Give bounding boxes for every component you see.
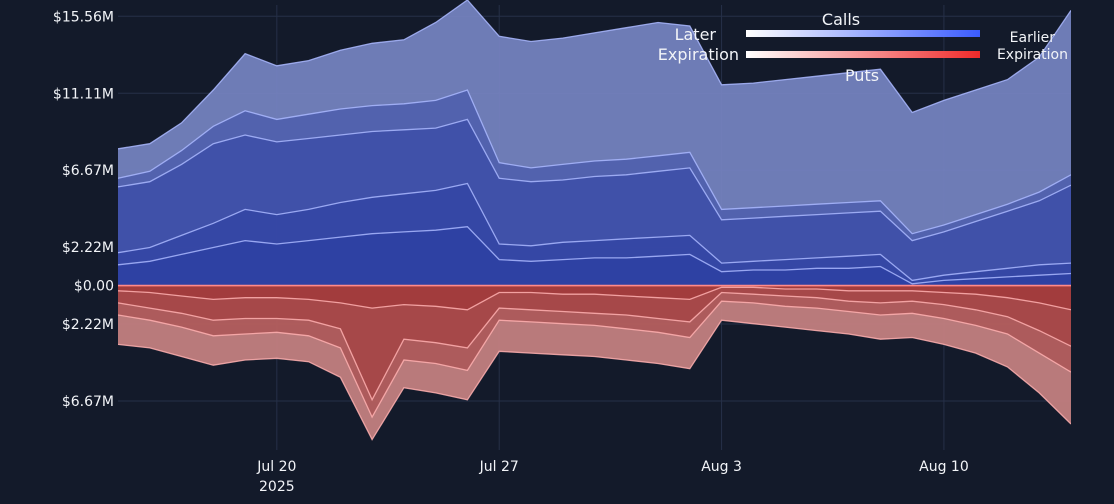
y-tick-label: $15.56M — [53, 9, 114, 25]
calls-line-3 — [118, 182, 1071, 282]
y-tick-label: $0.00 — [74, 279, 114, 295]
calls-area-2 — [118, 119, 1071, 286]
calls-area-4 — [118, 226, 1071, 286]
puts-area-2 — [118, 285, 1071, 400]
area-series — [118, 0, 1071, 440]
calls-line-0 — [118, 0, 1071, 150]
legend-right-bottom: Expiration — [997, 47, 1068, 63]
x-tick-label: Aug 3 — [701, 459, 742, 475]
y-tick-label: $6.67M — [62, 394, 114, 410]
puts-line-3 — [118, 286, 1071, 311]
y-tick-label: $2.22M — [62, 317, 114, 333]
legend-right-top: Earlier — [1010, 30, 1056, 46]
legend-left-top: Later — [675, 25, 717, 44]
legend-calls-label: Calls — [822, 10, 860, 29]
legend: Calls Later Expiration Earlier Expiratio… — [658, 10, 1068, 85]
y-tick-label: $2.22M — [62, 240, 114, 256]
legend-calls-gradient — [746, 30, 980, 37]
x-tick-label: Jul 27 — [479, 459, 519, 475]
x-tick-label: Aug 10 — [919, 459, 969, 475]
calls-area-3 — [118, 183, 1071, 286]
legend-puts-label: Puts — [845, 66, 879, 85]
calls-line-2 — [118, 118, 1071, 242]
y-tick-label: $6.67M — [62, 163, 114, 179]
x-tick-label: Jul 20 — [256, 459, 296, 475]
x-axis-ticks: Jul 20 2025 Jul 27 Aug 3 Aug 10 — [256, 459, 968, 495]
puts-area-0 — [118, 285, 1071, 440]
legend-left-bottom: Expiration — [658, 45, 739, 64]
calls-line-1 — [118, 89, 1071, 235]
legend-puts-gradient — [746, 51, 980, 58]
puts-area-1 — [118, 285, 1071, 418]
calls-line-4 — [118, 226, 1071, 285]
y-tick-label: $11.11M — [53, 86, 114, 102]
puts-area-3 — [118, 285, 1071, 310]
y-axis-ticks: $15.56M $11.11M $6.67M $2.22M $0.00 $2.22M $6.… — [53, 9, 114, 410]
calls-area-1 — [118, 90, 1071, 286]
puts-line-1 — [118, 300, 1071, 419]
series-lines — [118, 0, 1071, 441]
x-tick-sublabel: 2025 — [259, 479, 295, 495]
puts-line-0 — [118, 319, 1071, 441]
puts-line-2 — [118, 291, 1071, 402]
